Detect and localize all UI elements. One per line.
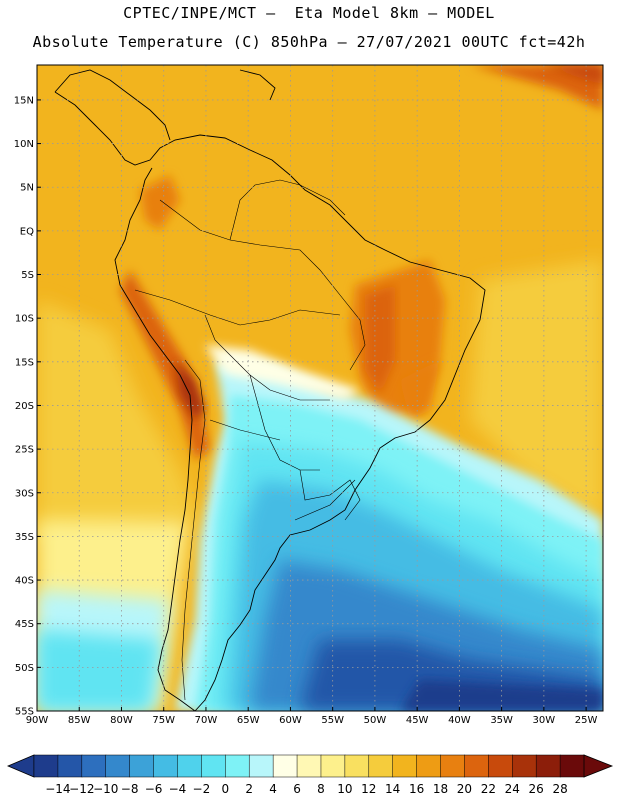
colorbar-swatch (201, 754, 226, 778)
longitude-labels: 90W 85W 80W 75W 70W 65W 60W 55W 50W 45W 40W 35W 30W 2… (26, 707, 598, 726)
lat-label: 5S (21, 270, 34, 281)
colorbar-label: 18 (433, 782, 448, 796)
colorbar-under-arrow (6, 754, 35, 778)
lat-label: 10N (14, 139, 34, 150)
colorbar-label: −8 (121, 782, 139, 796)
coastline-lines (54, 69, 486, 711)
latitude-labels: 15N 10N 5N EQ 5S 10S 15S 20S 25S 30S 35S 40S 45S 50S 5… (14, 95, 41, 718)
colorbar-label: −14 (45, 782, 70, 796)
colorbar-swatch (248, 754, 274, 778)
colorbar-label: −4 (169, 782, 187, 796)
colorbar-swatch (153, 754, 179, 778)
lat-label: 5N (20, 183, 34, 194)
colorbar-label: 22 (481, 782, 496, 796)
lat-label: 30S (15, 488, 34, 499)
lat-label: 15S (15, 357, 34, 368)
colorbar (6, 754, 614, 778)
colorbar-swatch (320, 754, 346, 778)
lon-label: 85W (68, 715, 91, 726)
colorbar-label: 14 (385, 782, 400, 796)
colorbar-label: −6 (145, 782, 163, 796)
colorbar-label: 20 (457, 782, 472, 796)
colorbar-swatch (105, 754, 131, 778)
colorbar-label: 2 (245, 782, 253, 796)
colorbar-over-arrow (583, 754, 614, 778)
colorbar-label: −12 (69, 782, 94, 796)
colorbar-label: 10 (337, 782, 352, 796)
colorbar-label: 6 (293, 782, 301, 796)
colorbar-swatch (440, 754, 465, 778)
colorbar-swatch (464, 754, 489, 778)
lon-label: 45W (406, 715, 429, 726)
lat-label: 40S (15, 576, 34, 587)
colorbar-label: 4 (269, 782, 277, 796)
colorbar-swatch (535, 754, 561, 778)
lon-label: 60W (279, 715, 302, 726)
lon-label: 80W (110, 715, 133, 726)
chart-title: CPTEC/INPE/MCT – Eta Model 8km – MODEL (123, 4, 495, 22)
temperature-field (37, 65, 603, 711)
border-lines (134, 179, 366, 701)
colorbar-label: 24 (505, 782, 520, 796)
lon-label: 90W (26, 715, 49, 726)
colorbar-swatch (129, 754, 155, 778)
colorbar-swatch (488, 754, 513, 778)
colorbar-swatch (392, 754, 418, 778)
colorbar-swatch (33, 754, 59, 778)
colorbar-swatch (177, 754, 202, 778)
lat-label: 25S (15, 445, 34, 456)
lon-label: 55W (321, 715, 344, 726)
colorbar-label: 26 (529, 782, 544, 796)
colorbar-swatch (225, 754, 250, 778)
lon-label: 75W (152, 715, 175, 726)
colorbar-swatch (81, 754, 107, 778)
lon-label: 35W (490, 715, 513, 726)
colorbar-label: 16 (409, 782, 424, 796)
lon-label: 25W (575, 715, 598, 726)
lat-label: 50S (15, 663, 34, 674)
colorbar-label: 8 (317, 782, 325, 796)
colorbar-swatch (57, 754, 83, 778)
colorbar-swatch (368, 754, 394, 778)
map-frame (36, 64, 604, 712)
colorbar-labels: −14−12−10 −8 −6 −4 −2 0 2 4 6 8 10 12 14 16 18 20 22 24 26… (45, 782, 567, 796)
colorbar-label: 0 (221, 782, 229, 796)
lat-label: 35S (15, 532, 34, 543)
colorbar-swatch (344, 754, 370, 778)
lon-label: 70W (195, 715, 218, 726)
lat-label: EQ (20, 226, 34, 237)
colorbar-swatch (296, 754, 322, 778)
lon-label: 40W (448, 715, 471, 726)
colorbar-label: 12 (361, 782, 376, 796)
lon-label: 50W (364, 715, 387, 726)
lat-label: 20S (15, 401, 34, 412)
colorbar-label: 28 (552, 782, 567, 796)
lat-label: 10S (15, 314, 34, 325)
colorbar-label: −2 (193, 782, 211, 796)
colorbar-swatch (512, 754, 537, 778)
colorbar-label: −10 (93, 782, 118, 796)
lon-label: 65W (237, 715, 260, 726)
lat-label: 55S (15, 707, 34, 718)
colorbar-swatch (416, 754, 442, 778)
lat-label: 15N (14, 95, 34, 106)
colorbar-swatch (559, 754, 585, 778)
lon-label: 30W (533, 715, 556, 726)
colorbar-swatch (272, 754, 298, 778)
chart-subtitle: Absolute Temperature (C) 850hPa – 27/07/… (32, 33, 586, 51)
lat-label: 45S (15, 619, 34, 630)
